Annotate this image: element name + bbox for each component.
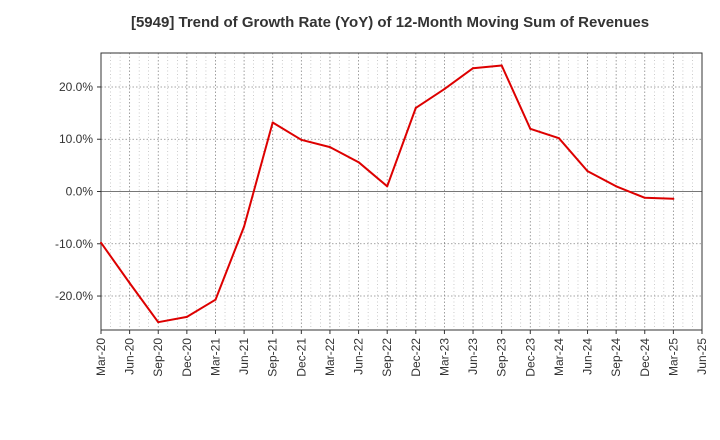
x-tick-label: Dec-23 (523, 338, 537, 377)
data-point (472, 67, 475, 70)
data-point (214, 298, 217, 301)
data-point (157, 321, 160, 324)
data-point (672, 197, 675, 200)
data-point (443, 88, 446, 91)
chart-title: [5949] Trend of Growth Rate (YoY) of 12-… (130, 14, 650, 31)
data-point (328, 146, 331, 149)
y-tick-label: -20.0% (55, 289, 93, 303)
data-point (643, 196, 646, 199)
y-axis-ticks: 20.0% 10.0% 0.0% -10.0% -20.0% (55, 80, 101, 303)
x-tick-label: Mar-25 (666, 338, 680, 376)
x-tick-label: Mar-21 (208, 338, 222, 376)
x-tick-label: Sep-21 (266, 338, 280, 377)
x-tick-label: Sep-20 (151, 338, 165, 377)
data-point (386, 185, 389, 188)
data-point (414, 106, 417, 109)
x-tick-label: Dec-24 (638, 338, 652, 377)
x-tick-label: Dec-22 (409, 338, 423, 377)
data-point (529, 127, 532, 130)
y-tick-label: -10.0% (55, 237, 93, 251)
x-tick-label: Mar-20 (94, 338, 108, 376)
x-tick-label: Sep-22 (380, 338, 394, 377)
y-tick-label: 10.0% (59, 132, 93, 146)
x-tick-label: Jun-23 (466, 338, 480, 375)
data-point (557, 137, 560, 140)
y-tick-label: 20.0% (59, 80, 93, 94)
x-tick-label: Dec-21 (294, 338, 308, 377)
x-tick-label: Mar-22 (323, 338, 337, 376)
x-tick-label: Sep-23 (495, 338, 509, 377)
data-point (357, 161, 360, 164)
x-tick-label: Sep-24 (609, 338, 623, 377)
data-point (243, 225, 246, 228)
x-tick-label: Jun-22 (352, 338, 366, 375)
data-point (300, 138, 303, 141)
x-tick-label: Jun-24 (581, 338, 595, 375)
x-tick-label: Dec-20 (180, 338, 194, 377)
x-tick-label: Jun-21 (237, 338, 251, 375)
data-point (615, 185, 618, 188)
x-tick-label: Jun-20 (123, 338, 137, 375)
data-point (100, 241, 102, 244)
data-point (500, 64, 503, 67)
y-tick-label: 0.0% (66, 185, 94, 199)
data-point (185, 315, 188, 318)
x-tick-label: Jun-25 (695, 338, 709, 375)
x-axis-ticks: Mar-20 Jun-20 Sep-20 Dec-20 Mar-21 Jun-21 Sep-… (94, 330, 709, 377)
data-point (271, 121, 274, 124)
x-tick-label: Mar-24 (552, 338, 566, 376)
x-tick-label: Mar-23 (437, 338, 451, 376)
data-point (586, 170, 589, 173)
grid-lines (101, 53, 702, 330)
data-point (128, 281, 131, 284)
series-layer (100, 64, 675, 324)
